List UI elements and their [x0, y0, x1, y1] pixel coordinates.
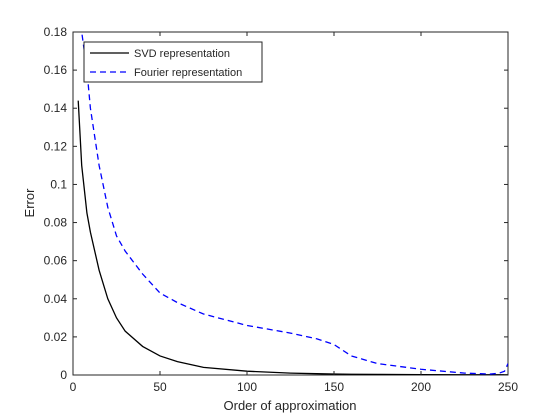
y-tick-label: 0.12: [44, 139, 68, 153]
y-tick-label: 0: [60, 368, 67, 382]
y-tick-label: 0.14: [44, 101, 68, 115]
legend-label: Fourier representation: [134, 67, 242, 79]
x-tick-label: 150: [324, 380, 344, 394]
y-tick-label: 0.06: [44, 254, 68, 268]
y-tick-label: 0.04: [44, 292, 68, 306]
series-line: [81, 32, 508, 375]
x-axis-label: Order of approximation: [224, 398, 357, 413]
y-tick-label: 0.18: [44, 25, 68, 39]
x-tick-label: 100: [237, 380, 257, 394]
x-tick-label: 50: [153, 380, 167, 394]
legend-label: SVD representation: [134, 48, 230, 60]
axes-box: [72, 31, 509, 376]
y-tick-label: 0.02: [44, 330, 68, 344]
x-tick-label: 200: [411, 380, 431, 394]
x-tick-label: 0: [70, 380, 77, 394]
y-tick-label: 0.16: [44, 63, 68, 77]
y-axis-label: Error: [22, 188, 37, 218]
y-tick-label: 0.08: [44, 216, 68, 230]
legend-box: [83, 41, 263, 83]
x-tick-label: 250: [498, 380, 518, 394]
series-line: [77, 100, 508, 375]
plot-area: [77, 32, 508, 375]
y-tick-label: 0.1: [50, 177, 67, 191]
